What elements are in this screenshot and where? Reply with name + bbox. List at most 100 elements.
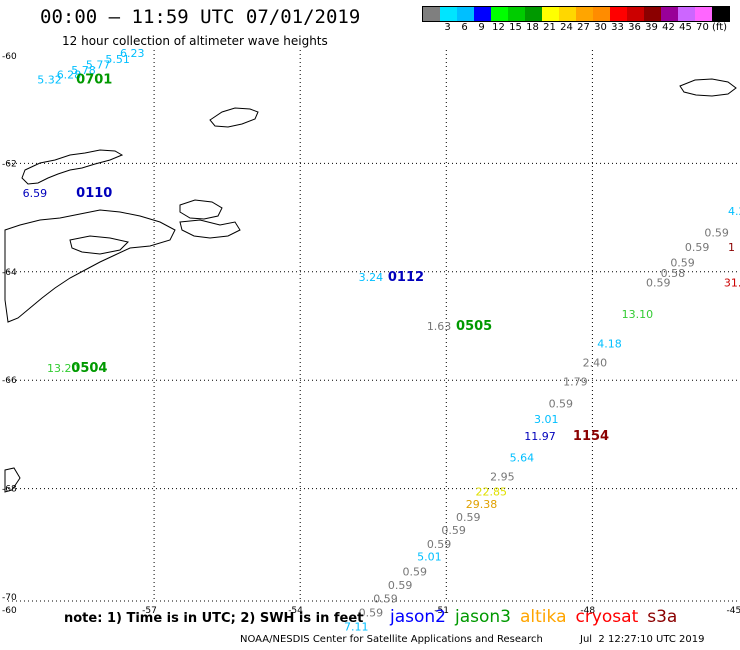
page-subtitle: 12 hour collection of altimeter wave hei… xyxy=(62,34,328,48)
wave-height-value: 29.38 xyxy=(466,498,498,511)
color-scale-label: 30 xyxy=(594,22,607,33)
wave-height-value: 0.59 xyxy=(402,565,427,578)
wave-height-value: 0.59 xyxy=(646,276,671,289)
lon-tick-label: -48 xyxy=(580,606,595,616)
wave-height-value: 0.59 xyxy=(427,538,452,551)
wave-height-value: 13.20 xyxy=(47,362,79,375)
lon-tick-label: -51 xyxy=(434,606,449,616)
wave-height-value: 13.10 xyxy=(622,308,654,321)
color-scale-label: 6 xyxy=(461,22,468,33)
lat-tick-label: -64 xyxy=(2,268,17,278)
wave-height-value: 4.2 xyxy=(728,205,740,218)
wave-height-value: 5.32 xyxy=(37,74,62,87)
wave-height-value: 2.40 xyxy=(583,357,608,370)
lat-tick-label: -70 xyxy=(2,593,17,603)
color-scale-labels: 3 6 9 12 15 18 21 24 27 30 33 36 39 42 45 70 (ft) xyxy=(422,22,740,34)
wave-height-value: 3.24 xyxy=(359,271,384,284)
wave-height-value: 1.79 xyxy=(563,376,588,389)
pass-time-label: 1154 xyxy=(573,429,609,444)
color-swatch-13 xyxy=(644,7,661,21)
coastline-islet-4 xyxy=(679,78,737,97)
color-swatch-9 xyxy=(576,7,593,21)
wave-height-value: 0.59 xyxy=(704,227,729,240)
color-scale-label: 33 xyxy=(611,22,624,33)
pass-time-labels: 0701 0110 0112 0505 0504 1154 xyxy=(71,73,609,444)
graticule: -60 -57 -54 -51 -48 -45 -60 -62 -64 -66 -68 -70 xyxy=(2,50,740,616)
coastline-islet-3 xyxy=(179,219,241,239)
satellite-jason3: jason3 xyxy=(455,607,511,627)
wave-height-value: 1.63 xyxy=(427,320,452,333)
color-scale-label: 36 xyxy=(628,22,641,33)
lon-tick-label: -57 xyxy=(142,606,157,616)
wave-height-labels: 6.235.515.775.786.285.32 6.59 3.24 1.63 13.2… xyxy=(23,47,740,633)
footnote: note: 1) Time is in UTC; 2) SWH is in fe… xyxy=(64,611,364,626)
wave-height-value: 1 xyxy=(728,241,735,254)
color-scale-label: 27 xyxy=(577,22,590,33)
lon-tick-label: -54 xyxy=(288,606,303,616)
color-swatch-1 xyxy=(440,7,457,21)
color-scale-label: 24 xyxy=(560,22,573,33)
color-swatch-2 xyxy=(457,7,474,21)
wave-height-value: 5.78 xyxy=(71,64,96,77)
color-swatch-10 xyxy=(593,7,610,21)
wave-height-value: 0.59 xyxy=(388,579,413,592)
wave-height-value: 11.97 xyxy=(524,430,556,443)
color-swatch-11 xyxy=(610,7,627,21)
page-title: 00:00 – 11:59 UTC 07/01/2019 xyxy=(40,6,361,28)
wave-height-value: 0.59 xyxy=(549,397,574,410)
wave-height-value: 6.59 xyxy=(23,187,48,200)
color-swatch-3 xyxy=(474,7,491,21)
pass-time-label: 0701 xyxy=(76,73,112,88)
wave-height-value: 2.95 xyxy=(490,470,515,483)
wave-height-value: 0.59 xyxy=(359,607,384,620)
color-swatch-16 xyxy=(695,7,712,21)
color-swatch-15 xyxy=(678,7,695,21)
lat-tick-label: -62 xyxy=(2,159,17,169)
lon-tick-label: -45 xyxy=(727,606,740,616)
wave-height-value: 0.59 xyxy=(456,511,481,524)
satellite-s3a: s3a xyxy=(647,607,678,627)
wave-height-value: 5.01 xyxy=(417,551,442,564)
wave-height-value: 0.59 xyxy=(441,524,466,537)
color-scale-label: 21 xyxy=(543,22,556,33)
lat-tick-label: -66 xyxy=(2,376,17,386)
generated-timestamp: Jul 2 12:27:10 UTC 2019 xyxy=(580,634,705,645)
wave-height-value: 5.51 xyxy=(105,53,129,66)
wave-height-value: 4.18 xyxy=(597,338,622,351)
color-scale-label: 45 xyxy=(679,22,692,33)
coastline xyxy=(4,78,737,493)
wave-height-value: 0.59 xyxy=(685,241,710,254)
coastline-peninsula-inner xyxy=(69,235,129,255)
pass-time-label: 0112 xyxy=(388,270,424,285)
satellite-cryosat: cryosat xyxy=(575,607,639,627)
color-scale-label: 15 xyxy=(509,22,522,33)
satellite-jason2: jason2 xyxy=(390,607,446,627)
wave-height-value: 6.28 xyxy=(57,68,81,81)
coastline-south-shetland xyxy=(21,149,124,185)
color-swatch-8 xyxy=(559,7,576,21)
pass-time-label: 0504 xyxy=(71,361,107,376)
coastline-islet-1 xyxy=(209,107,259,128)
wave-height-value: 7.11 xyxy=(344,621,369,634)
wave-height-value: 0.59 xyxy=(373,592,398,605)
pass-time-label: 0505 xyxy=(456,319,492,334)
color-swatch-0 xyxy=(423,7,440,21)
color-swatch-14 xyxy=(661,7,678,21)
credit-line: NOAA/NESDIS Center for Satellite Applica… xyxy=(240,634,543,645)
color-swatch-6 xyxy=(525,7,542,21)
color-swatch-12 xyxy=(627,7,644,21)
lat-tick-label: -60 xyxy=(2,52,17,62)
color-scale-label: 9 xyxy=(478,22,485,33)
satellite-altika: altika xyxy=(520,607,567,627)
satellite-legend: jason2 jason3 altika cryosat s3a xyxy=(390,607,686,627)
color-scale-label: 18 xyxy=(526,22,539,33)
color-scale-label: 12 xyxy=(492,22,505,33)
wave-height-value: 0.58 xyxy=(661,267,686,280)
wave-height-value: 5.77 xyxy=(86,59,111,72)
color-swatch-4 xyxy=(491,7,508,21)
coastline-edge xyxy=(4,467,21,493)
pass-time-label: 0110 xyxy=(76,186,112,201)
color-swatch-5 xyxy=(508,7,525,21)
